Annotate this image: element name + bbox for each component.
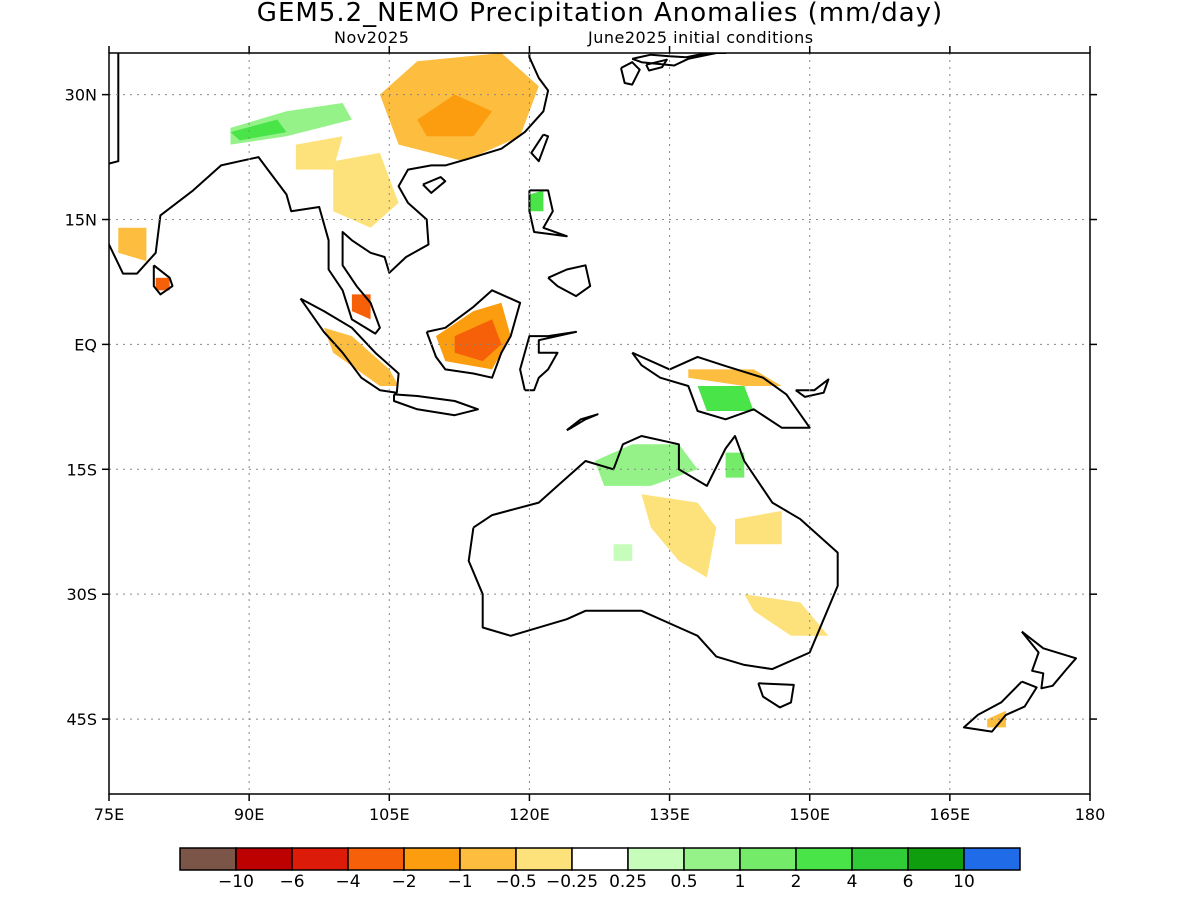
lat-tick-label: 15S: [66, 460, 97, 479]
coastline: [530, 133, 550, 163]
lon-tick-label: 180: [1075, 805, 1106, 824]
colorbar-swatch: [739, 847, 797, 871]
anomaly-patch: [454, 319, 502, 362]
lon-tick-label: 105E: [369, 805, 410, 824]
lat-tick-label: 15N: [65, 211, 97, 230]
colorbar-swatch: [683, 847, 741, 871]
colorbar-label: −1: [447, 872, 473, 892]
anomaly-patch: [697, 386, 754, 411]
colorbar-swatch: [907, 847, 965, 871]
anomaly-patch: [417, 94, 493, 137]
anomaly-patch: [529, 190, 544, 212]
coastline: [528, 189, 568, 238]
colorbar-label: −2: [391, 872, 417, 892]
colorbar-label: 0.5: [670, 872, 698, 892]
anomaly-patches: [118, 53, 1006, 728]
plot-frame: [108, 52, 1091, 795]
anomaly-patch: [735, 510, 782, 545]
anomaly-patch: [351, 294, 371, 320]
lon-tick-label: 90E: [234, 805, 264, 824]
anomaly-patch: [295, 136, 343, 170]
colorbar-label: −0.25: [545, 872, 599, 892]
colorbar-swatch: [403, 847, 461, 871]
initial-conditions-label: June2025 initial conditions: [588, 28, 814, 47]
lon-tick-label: 120E: [509, 805, 550, 824]
coastline: [631, 53, 727, 67]
chart-title: GEM5.2_NEMO Precipitation Anomalies (mm/…: [256, 0, 944, 28]
coastline: [152, 264, 174, 296]
colorbar-swatch: [291, 847, 349, 871]
coastline: [795, 378, 830, 398]
coastline: [645, 58, 668, 72]
colorbar-label: 2: [790, 872, 802, 892]
coastline: [757, 682, 795, 709]
anomaly-patch: [155, 277, 170, 291]
colorbar-label: 6: [902, 872, 914, 892]
colorbar-swatch: [235, 847, 293, 871]
anomaly-patch: [594, 444, 698, 486]
axis-ticks: 30N 15N EQ 15S 30S 45S 75E 90E 105E 120E 135E 150E 1…: [65, 46, 1106, 824]
coastline: [422, 176, 447, 194]
colorbar-label: −6: [279, 872, 305, 892]
lat-tick-label: EQ: [74, 335, 97, 354]
coastline: [547, 264, 592, 298]
coastline: [631, 351, 811, 429]
coastline: [1021, 630, 1077, 690]
lon-tick-label: 135E: [649, 805, 690, 824]
colorbar-swatch: [515, 847, 573, 871]
coastline: [566, 413, 599, 432]
colorbar-label: 10: [953, 872, 975, 892]
lat-tick-label: 30N: [65, 86, 97, 105]
colorbar-label: −10: [218, 872, 254, 892]
lon-tick-label: 75E: [94, 805, 124, 824]
colorbar: [179, 847, 1021, 871]
colorbar-swatch: [963, 847, 1021, 871]
coastline: [962, 680, 1038, 733]
colorbar-swatch: [851, 847, 909, 871]
lon-tick-label: 165E: [930, 805, 971, 824]
anomaly-patch: [688, 369, 782, 386]
coastline: [519, 330, 578, 392]
anomaly-patch: [118, 227, 147, 262]
colorbar-label: 0.25: [609, 872, 647, 892]
anomaly-patch: [613, 544, 633, 561]
colorbar-swatch: [795, 847, 853, 871]
valid-month-label: Nov2025: [334, 28, 410, 47]
anomaly-patch: [987, 710, 1006, 728]
lat-tick-label: 45S: [66, 710, 97, 729]
colorbar-label: 1: [734, 872, 746, 892]
anomaly-patch: [641, 494, 717, 578]
anomaly-patch: [725, 452, 745, 478]
coastline: [393, 393, 479, 417]
coastline: [425, 289, 522, 379]
coastlines: [109, 53, 1077, 733]
colorbar-label: 4: [846, 872, 858, 892]
colorbar-swatch: [571, 847, 629, 871]
colorbar-swatch: [459, 847, 517, 871]
anomaly-patch: [323, 327, 399, 386]
coastline: [109, 53, 550, 335]
anomaly-patch: [230, 119, 287, 141]
colorbar-swatch: [179, 847, 237, 871]
lat-tick-label: 30S: [66, 585, 97, 604]
coastline: [620, 61, 641, 86]
coastline: [467, 435, 839, 671]
colorbar-swatch: [347, 847, 405, 871]
coastline: [299, 297, 400, 394]
colorbar-label: −4: [335, 872, 361, 892]
lon-tick-label: 150E: [789, 805, 830, 824]
anomaly-patch: [333, 152, 399, 228]
colorbar-swatch: [627, 847, 685, 871]
colorbar-label: −0.5: [495, 872, 537, 892]
gridlines: [109, 53, 1090, 794]
anomaly-patch: [744, 594, 829, 636]
